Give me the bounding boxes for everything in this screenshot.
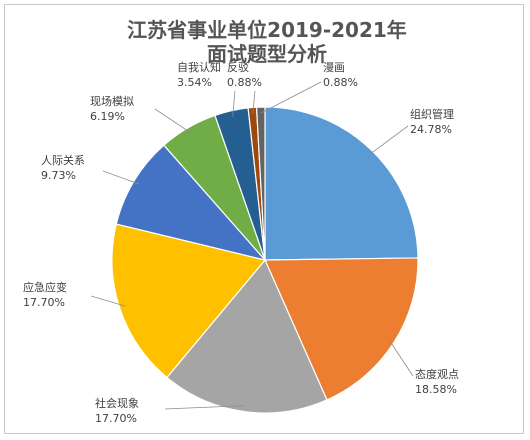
leader-line-3 [90, 295, 126, 307]
chart-subtitle: 面试题型分析 [207, 42, 327, 66]
slice-label-4: 人际关系 [41, 153, 85, 167]
slice-label-2: 社会现象 [95, 396, 139, 410]
chart-title: 江苏省事业单位2019-2021年 [127, 18, 407, 42]
slice-label-5: 现场模拟 [90, 94, 134, 108]
pie-slice-4 [115, 144, 267, 262]
slice-percent-8: 0.88% [323, 76, 358, 89]
pie-slice-1 [264, 257, 419, 401]
slice-percent-3: 17.70% [23, 296, 65, 309]
leader-line-6 [232, 90, 236, 117]
leader-line-5 [154, 108, 192, 134]
pie-slices [111, 106, 419, 414]
slice-label-0: 组织管理 [410, 107, 454, 121]
leader-line-2 [164, 405, 245, 410]
slice-percent-1: 18.58% [415, 383, 457, 396]
pie-slice-3 [111, 223, 267, 379]
slice-percent-6: 3.54% [177, 76, 212, 89]
slice-label-1: 态度观点 [415, 367, 459, 381]
leader-line-1 [388, 339, 414, 377]
leader-line-8 [260, 81, 322, 114]
slice-percent-5: 6.19% [90, 110, 125, 123]
slice-label-3: 应急应变 [23, 280, 67, 294]
slice-percent-4: 9.73% [41, 169, 76, 182]
pie-slice-8 [255, 106, 266, 261]
slice-percent-7: 0.88% [227, 76, 262, 89]
pie-slice-0 [264, 106, 419, 261]
leader-line-7 [252, 90, 256, 114]
slice-labels: 组织管理 24.78% 态度观点 18.58% 社会现象 17.70% 应急应变 17.70%… [23, 60, 459, 425]
leader-line-0 [367, 125, 409, 156]
leader-line-4 [102, 170, 140, 185]
pie-slice-2 [166, 258, 328, 414]
slice-label-7: 反驳 [227, 61, 249, 74]
chart-frame: 江苏省事业单位2019-2021年 面试题型分析 组织管理 24.78% 态度观点 1… [4, 4, 524, 434]
slice-percent-2: 17.70% [95, 412, 137, 425]
slice-label-8: 漫画 [323, 60, 345, 74]
slice-percent-0: 24.78% [410, 123, 452, 136]
leader-lines [90, 81, 414, 410]
slice-label-6: 自我认知 [177, 60, 221, 74]
pie-chart: 江苏省事业单位2019-2021年 面试题型分析 组织管理 24.78% 态度观点 1… [23, 18, 459, 425]
